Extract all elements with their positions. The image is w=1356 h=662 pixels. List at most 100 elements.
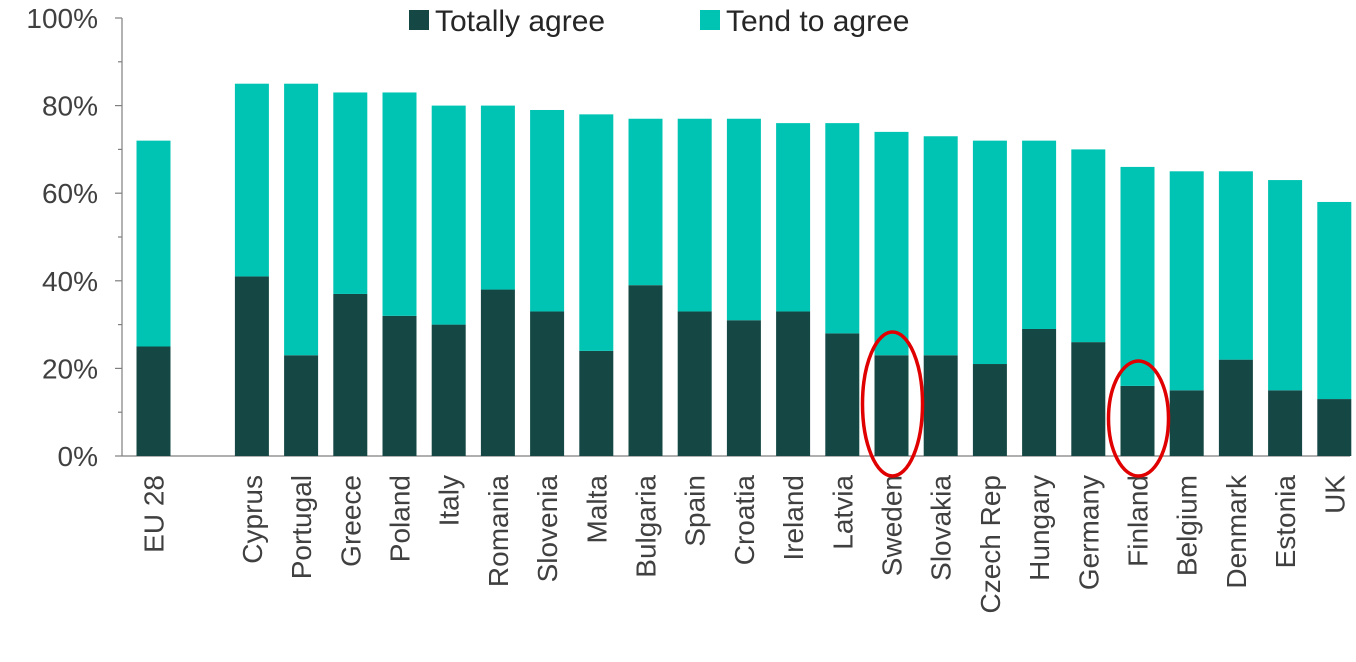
x-tick-label: Bulgaria xyxy=(631,475,662,578)
bar-stack xyxy=(972,140,1007,456)
bar-totally-agree xyxy=(1268,390,1303,456)
legend-label: Totally agree xyxy=(435,5,605,38)
bar-tend-to-agree xyxy=(1022,140,1057,329)
bar-stack xyxy=(1317,201,1352,456)
highlights-group xyxy=(860,330,1171,478)
x-tick-label: Hungary xyxy=(1024,475,1055,581)
x-tick-label: Romania xyxy=(483,475,514,587)
x-tick-label: Spain xyxy=(680,475,711,547)
y-tick-label: 20% xyxy=(42,353,98,384)
y-tick-label: 100% xyxy=(26,3,98,34)
bar-stack xyxy=(726,118,761,456)
bar-totally-agree xyxy=(825,333,860,456)
bar-stack xyxy=(333,92,368,456)
bar-stack xyxy=(480,105,515,456)
bar-tend-to-agree xyxy=(234,83,269,277)
x-tick-label: Malta xyxy=(581,475,612,544)
y-tick-label: 0% xyxy=(58,441,98,472)
bar-stack xyxy=(382,92,417,456)
bar-stack xyxy=(628,118,663,456)
bar-totally-agree xyxy=(431,324,466,456)
x-tick-label: Estonia xyxy=(1270,475,1301,569)
bar-stack xyxy=(1268,180,1303,456)
bar-tend-to-agree xyxy=(628,118,663,286)
x-tick-label: EU 28 xyxy=(139,475,170,553)
x-tick-label: Greece xyxy=(335,475,366,567)
bar-tend-to-agree xyxy=(1268,180,1303,391)
y-tick-label: 60% xyxy=(42,178,98,209)
bar-totally-agree xyxy=(579,350,614,456)
bar-totally-agree xyxy=(1169,390,1204,456)
bar-totally-agree xyxy=(677,311,712,456)
bar-tend-to-agree xyxy=(136,140,171,347)
bar-totally-agree xyxy=(1071,342,1106,456)
x-tick-label: Cyprus xyxy=(237,475,268,564)
legend-swatch xyxy=(409,10,429,30)
bar-totally-agree xyxy=(923,355,958,456)
bar-tend-to-agree xyxy=(480,105,515,290)
bar-stack xyxy=(923,136,958,456)
bar-stack xyxy=(431,105,466,456)
x-tick-label: UK xyxy=(1319,475,1350,514)
bar-tend-to-agree xyxy=(333,92,368,294)
bar-tend-to-agree xyxy=(1120,166,1155,386)
highlight-ring xyxy=(860,330,925,478)
bar-totally-agree xyxy=(136,346,171,456)
bar-stack xyxy=(1218,171,1253,456)
bar-tend-to-agree xyxy=(923,136,958,356)
x-tick-label: Czech Rep xyxy=(975,475,1006,614)
bar-totally-agree xyxy=(530,311,565,456)
bar-stack xyxy=(874,131,909,456)
legend-item: Totally agree xyxy=(409,5,605,38)
bar-stack xyxy=(677,118,712,456)
bars-group xyxy=(136,83,1352,456)
bar-stack xyxy=(825,123,860,456)
bar-tend-to-agree xyxy=(825,123,860,334)
bar-tend-to-agree xyxy=(776,123,811,312)
legend-swatch xyxy=(700,10,720,30)
bar-stack xyxy=(579,114,614,456)
bar-tend-to-agree xyxy=(1071,149,1106,343)
bar-tend-to-agree xyxy=(972,140,1007,365)
x-tick-label: Slovenia xyxy=(532,475,563,583)
bar-totally-agree xyxy=(972,364,1007,456)
x-tick-label: Portugal xyxy=(286,475,317,579)
bar-tend-to-agree xyxy=(530,109,565,312)
x-tick-label: Finland xyxy=(1123,475,1154,567)
bar-totally-agree xyxy=(480,289,515,456)
legend: Totally agree Tend to agree xyxy=(409,5,909,38)
bar-stack xyxy=(1071,149,1106,456)
legend-label: Tend to agree xyxy=(726,5,909,38)
bar-tend-to-agree xyxy=(677,118,712,312)
bar-stack xyxy=(1120,166,1155,456)
bar-tend-to-agree xyxy=(1317,201,1352,400)
bar-stack xyxy=(234,83,269,456)
bar-totally-agree xyxy=(1218,359,1253,456)
bar-stack xyxy=(1022,140,1057,456)
highlight-ring xyxy=(1106,359,1171,478)
x-tick-label: Belgium xyxy=(1172,475,1203,576)
bar-totally-agree xyxy=(333,293,368,456)
x-tick-label: Ireland xyxy=(778,475,809,561)
bar-totally-agree xyxy=(1317,399,1352,456)
bar-tend-to-agree xyxy=(579,114,614,351)
y-tick-label: 80% xyxy=(42,91,98,122)
bar-totally-agree xyxy=(284,355,319,456)
bar-tend-to-agree xyxy=(726,118,761,321)
bar-tend-to-agree xyxy=(431,105,466,325)
x-tick-label: Latvia xyxy=(827,475,858,550)
bar-totally-agree xyxy=(776,311,811,456)
bar-tend-to-agree xyxy=(874,131,909,356)
bar-tend-to-agree xyxy=(284,83,319,356)
bar-stack xyxy=(136,140,171,456)
x-tick-label: Germany xyxy=(1073,475,1104,590)
bar-totally-agree xyxy=(874,355,909,456)
bar-totally-agree xyxy=(628,285,663,456)
y-axis: 0% 20% 40% 60% 80% 100% xyxy=(26,3,123,472)
bar-totally-agree xyxy=(1120,385,1155,456)
x-tick-label: Sweden xyxy=(877,475,908,576)
x-tick-label: Denmark xyxy=(1221,474,1252,589)
bar-stack xyxy=(776,123,811,456)
